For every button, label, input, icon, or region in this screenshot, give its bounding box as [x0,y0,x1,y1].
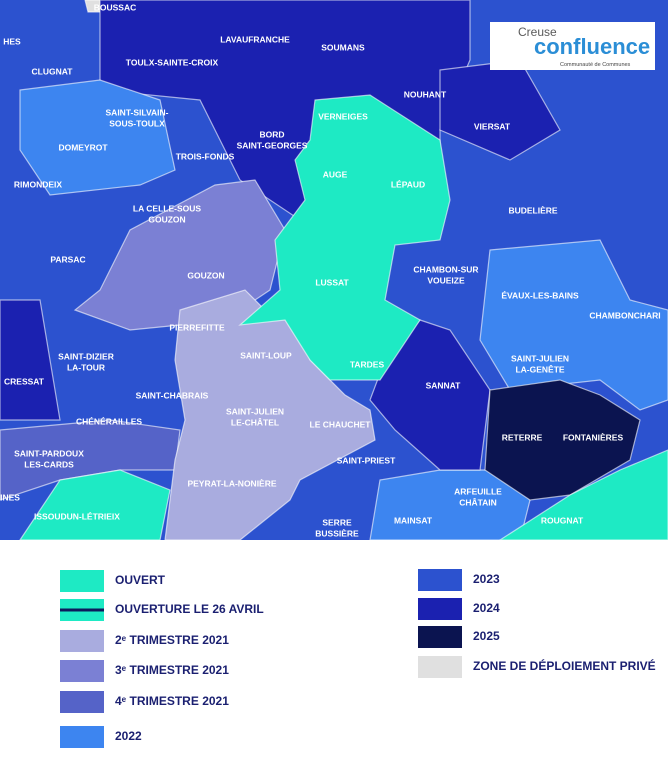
zone [369,319,491,471]
legend-swatch [60,660,104,682]
commune-label: TROIS-FONDS [176,151,235,161]
commune-label: LA-GENÊTE [515,363,564,374]
commune-label: VIERSAT [474,121,511,131]
commune-label: LÉPAUD [391,179,425,189]
legend-label: OUVERT [115,573,166,587]
commune-label: ARFEUILLE [454,486,502,496]
commune-label: LUSSAT [315,277,349,287]
commune-label: BUSSIÈRE [315,528,359,538]
commune-label: SANNAT [426,380,462,390]
legend-label: 2025 [473,629,500,643]
commune-label: CHAMBONCHARI [589,310,660,320]
commune-label: ROUGNAT [541,515,584,525]
commune-label: SOUMANS [321,42,365,52]
commune-label: LE CHAUCHET [310,419,372,429]
zone [479,239,668,411]
commune-label: SERRE [322,517,352,527]
commune-label: SAINT-LOUP [240,350,292,360]
commune-label: VERNEIGES [318,111,368,121]
legend-swatch [60,726,104,748]
commune-label: RETERRE [502,432,543,442]
logo: Creuse confluence Communauté de Communes [490,22,655,70]
commune-label: INES [0,492,20,502]
legend-label: 2023 [473,572,500,586]
commune-label: TOULX-SAINTE-CROIX [126,57,219,67]
commune-label: BUDELIÈRE [508,205,557,215]
commune-label: SAINT-DIZIER [58,351,114,361]
commune-label: BORD [259,129,284,139]
commune-label: SAINT-PARDOUX [14,448,84,458]
legend-swatch [418,626,462,648]
legend-swatch [60,691,104,713]
commune-label: SAINT-SILVAIN- [106,107,169,117]
commune-label: VOUEIZE [427,275,465,285]
legend-label: ZONE DE DÉPLOIEMENT PRIVÉ [473,658,656,673]
commune-label: SAINT-JULIEN [226,406,284,416]
legend-swatch [418,598,462,620]
commune-label: MAINSAT [394,515,433,525]
commune-label: GOUZON [148,214,185,224]
zone [0,299,61,421]
commune-label: PIERREFITTE [169,322,225,332]
zone [18,469,171,541]
commune-label: TARDES [350,359,385,369]
legend-label: OUVERTURE LE 26 AVRIL [115,602,264,616]
legend-label: 3ᵉ TRIMESTRE 2021 [115,663,229,677]
legend-label: 2ᵉ TRIMESTRE 2021 [115,633,229,647]
commune-label: CHAMBON-SUR [413,264,478,274]
zone [0,419,181,501]
commune-label: LA CELLE-SOUS [133,203,201,213]
logo-main: confluence [534,34,650,59]
legend-label: 2022 [115,729,142,743]
logo-sub: Communauté de Communes [560,62,631,68]
commune-label: HES [3,36,21,46]
commune-label: CHÉNÉRAILLES [76,416,142,426]
legend-label: 4ᵉ TRIMESTRE 2021 [115,694,229,708]
legend: OUVERT OUVERTURE LE 26 AVRIL 2ᵉ TRIMESTRE … [60,569,656,748]
legend-swatch [418,656,462,678]
commune-label: DOMEYROT [58,142,108,152]
legend-swatch [418,569,462,591]
commune-label: PEYRAT-LA-NONIÈRE [187,478,276,488]
commune-label: RIMONDEIX [14,179,63,189]
zone [484,379,641,501]
commune-label: SAINT-GEORGES [237,140,308,150]
commune-label: SOUS-TOULX [109,118,165,128]
commune-label: SAINT-JULIEN [511,353,569,363]
legend-swatch [60,630,104,652]
commune-label: GOUZON [187,270,224,280]
labels: HES BOUSSAC CLUGNAT TOULX-SAINTE-CROIX LAVAU… [0,2,661,538]
zone [238,94,451,381]
commune-label: LAVAUFRANCHE [220,34,290,44]
zone [497,449,668,541]
commune-label: CHÂTAIN [459,496,497,507]
commune-label: PARSAC [50,254,85,264]
commune-label: BOUSSAC [94,2,137,12]
logo-top: Creuse [518,25,557,39]
commune-label: ÉVAUX-LES-BAINS [501,290,579,300]
commune-label: SAINT-PRIEST [337,455,396,465]
commune-label: LE-CHÂTEL [231,416,279,427]
commune-label: FONTANIÈRES [563,432,624,442]
commune-label: LES-CARDS [24,459,74,469]
commune-label: CLUGNAT [32,66,74,76]
commune-label: LA-TOUR [67,362,105,372]
zone [19,79,176,196]
commune-label: AUGE [323,169,348,179]
logo-bg [490,22,655,70]
commune-label: ISSOUDUN-LÉTRIEIX [34,511,120,521]
legend-label: 2024 [473,601,500,615]
commune-label: NOUHANT [404,89,447,99]
commune-label: SAINT-CHABRAIS [136,390,209,400]
legend-swatch [60,570,104,592]
commune-label: CRESSAT [4,376,45,386]
